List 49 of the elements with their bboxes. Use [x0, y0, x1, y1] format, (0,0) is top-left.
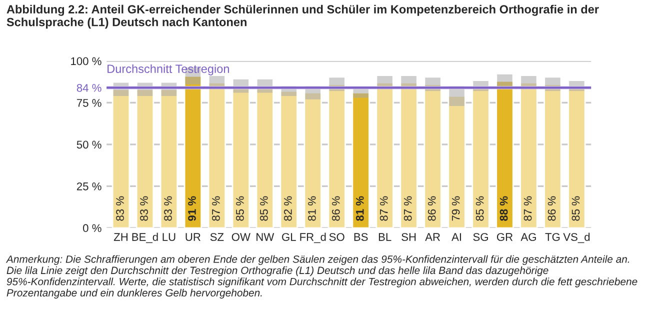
- data-label: 85 %: [260, 196, 268, 221]
- data-label: 87 %: [380, 196, 388, 221]
- x-tick-label: OW: [232, 233, 250, 241]
- y-tick-label: 100 %: [71, 57, 102, 66]
- chart-title: Abbildung 2.2: Anteil GK-erreichender Schülerinnen und Schüler im Kompetenzbereich Orthografie in der Schulsprache (L1) Deutsch nach Kantonen: [6, 4, 599, 29]
- x-tick-label: SG: [473, 233, 488, 241]
- x-tick-label: AI: [452, 233, 461, 241]
- x-tick-label: BS: [354, 233, 368, 241]
- ref-line-label: Durchschnitt Testregion: [108, 64, 229, 76]
- y-tick-label: 50 %: [76, 140, 102, 149]
- x-tick-label: UR: [186, 233, 200, 241]
- x-tick-label: BE_d: [132, 232, 158, 244]
- data-label: 85 %: [236, 196, 244, 221]
- x-tick-label: SZ: [210, 233, 224, 241]
- data-label: 83 %: [116, 196, 124, 221]
- y-tick-label: 75 %: [76, 99, 102, 107]
- x-tick-label: LU: [162, 233, 176, 241]
- x-tick-label: VS_d: [563, 232, 590, 244]
- x-tick-label: GL: [282, 233, 296, 241]
- data-label: 91 %: [188, 196, 196, 221]
- data-label: 87 %: [212, 196, 220, 221]
- x-tick-label: GR: [496, 233, 513, 241]
- x-tick-label: NW: [256, 233, 274, 241]
- data-label: 82 %: [284, 196, 292, 221]
- x-tick-label: BL: [378, 233, 392, 241]
- data-label: 85 %: [572, 196, 580, 221]
- data-label: 79 %: [452, 196, 460, 221]
- data-label: 86 %: [428, 196, 436, 221]
- data-label: 88 %: [500, 196, 508, 221]
- x-tick-label: AR: [425, 233, 440, 241]
- data-label: 83 %: [140, 196, 148, 221]
- data-label: 81 %: [356, 196, 364, 221]
- x-tick-label: ZH: [114, 233, 128, 241]
- y-tick-label: 25 %: [76, 182, 102, 190]
- data-label: 83 %: [164, 196, 172, 221]
- x-tick-label: AG: [520, 233, 536, 241]
- data-label: 87 %: [404, 196, 412, 221]
- data-label: 86 %: [548, 196, 556, 221]
- x-tick-label: TG: [545, 233, 560, 241]
- data-label: 87 %: [524, 196, 532, 221]
- data-label: 86 %: [332, 196, 340, 221]
- x-tick-label: SO: [329, 233, 344, 241]
- data-label: 85 %: [476, 196, 484, 221]
- y-tick-label: 0 %: [83, 224, 102, 232]
- x-tick-label: FR_d: [300, 232, 326, 244]
- text: Anmerkung: Die Schraffierungen am oberen Ende der gelben Säulen zeigen das 95%-Konfidenzintervall für die geschätzten Anteile an. Die lila Linie zeigt den Durchschnitt der Testregion Orthografie (L1) Deutsch und das helle lila Band das dazugehörige 95%-Konfidenzintervall. Werte, die statistisch signifikant vom Durchschnitt der Testregion abweichen, werden durch die fett geschriebene Prozentangabe und ein dunkleres Gelb hervorgehoben.: [6, 255, 638, 299]
- data-label: 81 %: [308, 196, 316, 221]
- y-tick-label: 84 %: [76, 84, 102, 92]
- x-tick-label: SH: [402, 233, 416, 241]
